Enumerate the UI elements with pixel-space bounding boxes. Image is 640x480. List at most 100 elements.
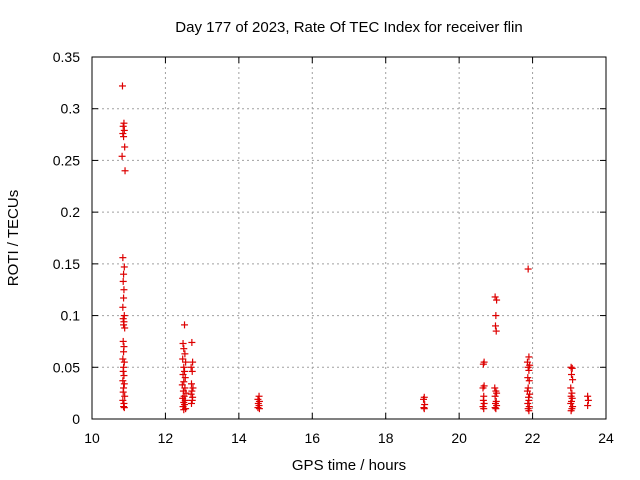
data-point (524, 374, 532, 382)
data-point (525, 407, 533, 415)
data-point (119, 303, 127, 311)
data-point (187, 399, 195, 407)
data-point (120, 348, 128, 356)
data-point (180, 363, 188, 371)
data-points (118, 82, 592, 415)
data-point (119, 367, 127, 375)
data-point (491, 384, 499, 392)
data-point (525, 377, 533, 385)
data-point (584, 396, 592, 404)
data-point (181, 384, 189, 392)
data-point (181, 321, 189, 329)
data-point (120, 263, 128, 271)
data-point (479, 360, 487, 368)
data-point (188, 338, 196, 346)
data-point (119, 130, 127, 138)
data-point (524, 265, 532, 273)
data-point (524, 363, 532, 371)
x-tick-label: 20 (451, 430, 467, 446)
y-axis-label: ROTI / TECUs (5, 190, 22, 286)
data-point (491, 293, 499, 301)
data-point (179, 355, 187, 363)
y-tick-label: 0.25 (53, 152, 80, 168)
data-point (120, 133, 128, 141)
y-tick-label: 0.1 (61, 308, 81, 324)
y-tick-label: 0 (72, 411, 80, 427)
data-point (188, 387, 196, 395)
data-point (480, 405, 488, 413)
data-point (492, 405, 500, 413)
data-point (120, 403, 128, 411)
data-point (479, 396, 487, 404)
data-point (189, 358, 197, 366)
y-tick-label: 0.15 (53, 256, 80, 272)
y-tick-label: 0.35 (53, 49, 80, 65)
data-point (524, 384, 532, 392)
data-point (493, 296, 501, 304)
data-point (120, 312, 128, 320)
x-axis-label: GPS time / hours (292, 457, 406, 474)
data-point (118, 82, 126, 90)
data-point (121, 167, 129, 175)
data-point (121, 324, 129, 332)
x-tick-label: 14 (231, 430, 247, 446)
y-tick-label: 0.05 (53, 359, 80, 375)
data-point (119, 337, 127, 345)
data-point (119, 277, 127, 285)
data-point (119, 377, 127, 385)
data-point (120, 404, 128, 412)
data-point (491, 322, 499, 330)
plot-frame (91, 56, 607, 420)
data-point (568, 364, 576, 372)
data-point (567, 407, 575, 415)
data-point (567, 384, 575, 392)
data-point (119, 254, 127, 262)
chart-title: Day 177 of 2023, Rate Of TEC Index for r… (175, 19, 522, 36)
data-point (181, 374, 189, 382)
data-point (120, 321, 128, 329)
data-point (180, 378, 188, 386)
data-point (255, 405, 263, 413)
data-point (180, 406, 188, 414)
x-tick-label: 10 (84, 430, 100, 446)
data-point (188, 396, 196, 404)
axis-ticks: 10 12 14 16 18 20 22 24 0 0.05 0.1 0.15 0.2 0.25 0.3 0.… (53, 49, 614, 446)
x-tick-label: 16 (304, 430, 320, 446)
data-point (491, 404, 499, 412)
grid (92, 57, 606, 419)
x-tick-label: 24 (598, 430, 614, 446)
data-point (525, 396, 533, 404)
data-point (584, 392, 592, 400)
data-point (187, 380, 195, 388)
data-point (180, 345, 188, 353)
data-point (120, 372, 128, 380)
data-point (525, 353, 533, 361)
data-point (121, 143, 129, 151)
data-point (181, 350, 189, 358)
data-point (120, 358, 128, 366)
data-point (493, 389, 501, 397)
data-point (187, 363, 195, 371)
data-point (525, 366, 533, 374)
data-point (254, 404, 262, 412)
data-point (569, 376, 577, 384)
data-point (119, 355, 127, 363)
y-tick-label: 0.2 (61, 204, 81, 220)
data-point (118, 152, 126, 160)
data-point (119, 396, 127, 404)
y-tick-label: 0.3 (61, 101, 81, 117)
data-point (119, 315, 127, 323)
data-point (120, 286, 128, 294)
data-point (188, 367, 196, 375)
data-point (567, 371, 575, 379)
data-point (119, 122, 127, 130)
data-point (120, 119, 128, 127)
data-point (492, 312, 500, 320)
data-point (568, 394, 576, 402)
x-tick-label: 18 (378, 430, 394, 446)
data-point (420, 395, 428, 403)
data-point (491, 392, 499, 400)
data-point (567, 363, 575, 371)
data-point (119, 388, 127, 396)
